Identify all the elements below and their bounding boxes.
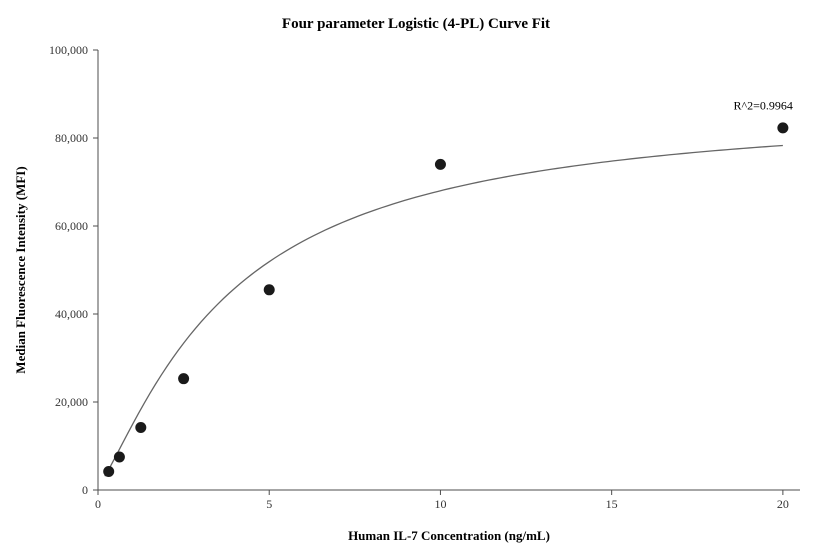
y-tick-label: 40,000 bbox=[55, 307, 88, 321]
data-point bbox=[178, 373, 189, 384]
y-axis-label: Median Fluorescence Intensity (MFI) bbox=[13, 166, 28, 373]
fit-curve bbox=[105, 145, 783, 476]
curve-fit-chart: Four parameter Logistic (4-PL) Curve Fit… bbox=[0, 0, 832, 560]
x-tick-label: 5 bbox=[266, 497, 272, 511]
x-tick-label: 10 bbox=[434, 497, 446, 511]
x-tick-label: 20 bbox=[777, 497, 789, 511]
data-point bbox=[777, 122, 788, 133]
data-point bbox=[103, 466, 114, 477]
x-tick-label: 15 bbox=[606, 497, 618, 511]
fit-curve-path bbox=[105, 145, 783, 476]
chart-title: Four parameter Logistic (4-PL) Curve Fit bbox=[282, 16, 550, 32]
y-tick-label: 0 bbox=[82, 483, 88, 497]
data-point bbox=[435, 159, 446, 170]
y-tick-label: 100,000 bbox=[49, 43, 88, 57]
y-tick-label: 60,000 bbox=[55, 219, 88, 233]
r-squared-annotation: R^2=0.9964 bbox=[733, 98, 792, 112]
x-tick-label: 0 bbox=[95, 497, 101, 511]
x-axis-label: Human IL-7 Concentration (ng/mL) bbox=[348, 528, 550, 543]
data-point bbox=[264, 284, 275, 295]
y-tick-label: 20,000 bbox=[55, 395, 88, 409]
y-tick-label: 80,000 bbox=[55, 131, 88, 145]
chart-container: Four parameter Logistic (4-PL) Curve Fit… bbox=[0, 0, 832, 560]
data-point bbox=[114, 452, 125, 463]
axes-group: 0 5 10 15 20 0 20,000 40,000 60,000 80,000 100,000 bbox=[49, 43, 800, 511]
data-points-group bbox=[103, 122, 788, 477]
data-point bbox=[135, 422, 146, 433]
